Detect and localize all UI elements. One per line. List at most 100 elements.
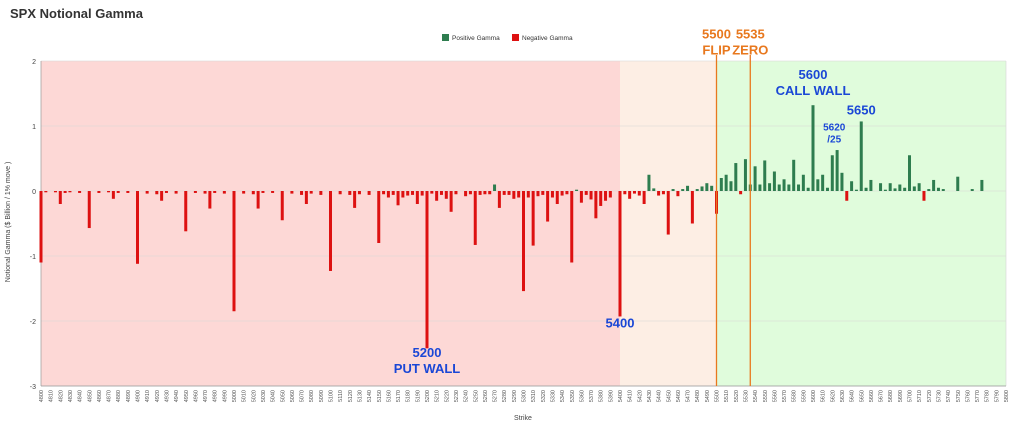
x-tick-label: 5290: [512, 390, 518, 402]
x-tick-label: 5340: [560, 390, 566, 402]
x-tick-label: 4920: [155, 390, 161, 402]
legend-swatch-1: [512, 34, 519, 41]
bar-5185: [411, 191, 415, 195]
x-tick-label: 5220: [444, 390, 450, 402]
x-tick-label: 5630: [840, 390, 846, 402]
bar-5405: [623, 191, 627, 195]
bar-5645: [854, 189, 858, 191]
bar-5190: [415, 191, 419, 204]
x-tick-label: 4940: [174, 390, 180, 402]
x-tick-label: 5460: [676, 390, 682, 402]
bar-5420: [637, 191, 641, 196]
bar-5625: [835, 150, 839, 191]
bar-5385: [604, 191, 608, 201]
bar-5510: [724, 174, 728, 191]
x-tick-label: 5510: [724, 390, 730, 402]
bar-5090: [319, 191, 323, 195]
x-tick-label: 5500: [715, 390, 721, 402]
bar-5550: [763, 160, 767, 191]
bar-5675: [883, 189, 887, 191]
bar-5060: [290, 191, 294, 194]
bar-5175: [401, 191, 405, 198]
x-tick-label: 5620: [830, 390, 836, 402]
x-tick-label: 5030: [261, 390, 267, 402]
bar-5560: [772, 171, 776, 191]
bar-4975: [208, 191, 212, 209]
bar-5400: [618, 191, 622, 317]
x-tick-label: 5050: [280, 390, 286, 402]
bar-5220: [444, 191, 448, 199]
x-tick-label: 5730: [936, 390, 942, 402]
bar-5475: [690, 191, 694, 224]
x-tick-label: 5020: [251, 390, 257, 402]
x-tick-label: 4820: [58, 390, 64, 402]
bar-5610: [821, 174, 825, 191]
x-tick-label: 5120: [348, 390, 354, 402]
bar-5245: [468, 191, 472, 195]
x-tick-label: 5380: [599, 390, 605, 402]
bar-5375: [594, 191, 598, 219]
y-tick-label: -3: [30, 384, 36, 391]
x-tick-label: 5770: [975, 390, 981, 402]
bar-5180: [406, 191, 410, 196]
bar-5200: [425, 191, 429, 349]
bar-5290: [512, 191, 516, 199]
bar-5000: [232, 191, 236, 312]
x-tick-label: 5150: [377, 390, 383, 402]
x-tick-label: 5410: [628, 390, 634, 402]
bar-5325: [546, 191, 550, 222]
bar-5365: [584, 191, 588, 195]
annotation-2: 5600 CALL WALL: [776, 67, 851, 98]
y-tick-label: 0: [32, 189, 36, 196]
bar-5620: [830, 155, 834, 191]
x-tick-label: 5310: [531, 390, 537, 402]
bar-5545: [758, 184, 762, 191]
bar-5680: [888, 183, 892, 191]
bar-5705: [912, 186, 916, 191]
bar-5480: [695, 189, 699, 191]
y-axis-label: Notional Gamma ($ Billion / 1% move ): [5, 162, 12, 283]
bar-4960: [193, 191, 197, 193]
x-tick-label: 5550: [763, 390, 769, 402]
bar-5165: [391, 191, 395, 195]
legend-swatch-0: [442, 34, 449, 41]
bar-5360: [579, 191, 583, 203]
bar-5320: [541, 191, 545, 195]
bar-5580: [792, 159, 796, 191]
bar-5345: [565, 191, 569, 195]
bar-5490: [705, 183, 709, 191]
annotation-3: 5650: [847, 102, 876, 117]
x-tick-label: 5690: [898, 390, 904, 402]
bar-5195: [420, 191, 424, 196]
x-tick-label: 5010: [242, 390, 248, 402]
bar-4990: [222, 191, 226, 194]
x-tick-label: 5490: [705, 390, 711, 402]
x-tick-label: 5270: [493, 390, 499, 402]
x-tick-label: 5110: [338, 390, 344, 402]
bar-5155: [382, 191, 386, 195]
bar-4970: [203, 191, 207, 194]
bar-5355: [575, 189, 579, 191]
bar-5265: [488, 191, 492, 195]
bar-4825: [63, 191, 67, 193]
x-tick-label: 5430: [647, 390, 653, 402]
x-tick-label: 4970: [203, 390, 209, 402]
annotation-5: 5400: [606, 316, 635, 331]
x-tick-label: 5060: [290, 390, 296, 402]
x-tick-label: 5780: [985, 390, 991, 402]
bar-5690: [898, 184, 902, 191]
x-tick-label: 5670: [879, 390, 885, 402]
x-tick-label: 5710: [917, 390, 923, 402]
bar-4890: [126, 191, 130, 193]
x-tick-label: 4980: [213, 390, 219, 402]
x-tick-label: 4930: [164, 390, 170, 402]
x-tick-label: 5650: [859, 390, 865, 402]
x-tick-label: 4840: [78, 390, 84, 402]
bar-5505: [719, 178, 723, 191]
bar-5070: [300, 191, 304, 195]
x-tick-label: 5680: [888, 390, 894, 402]
bar-5295: [517, 191, 521, 198]
bar-5250: [473, 191, 477, 245]
chart-title: SPX Notional Gamma: [10, 6, 143, 21]
bar-4950: [184, 191, 188, 232]
